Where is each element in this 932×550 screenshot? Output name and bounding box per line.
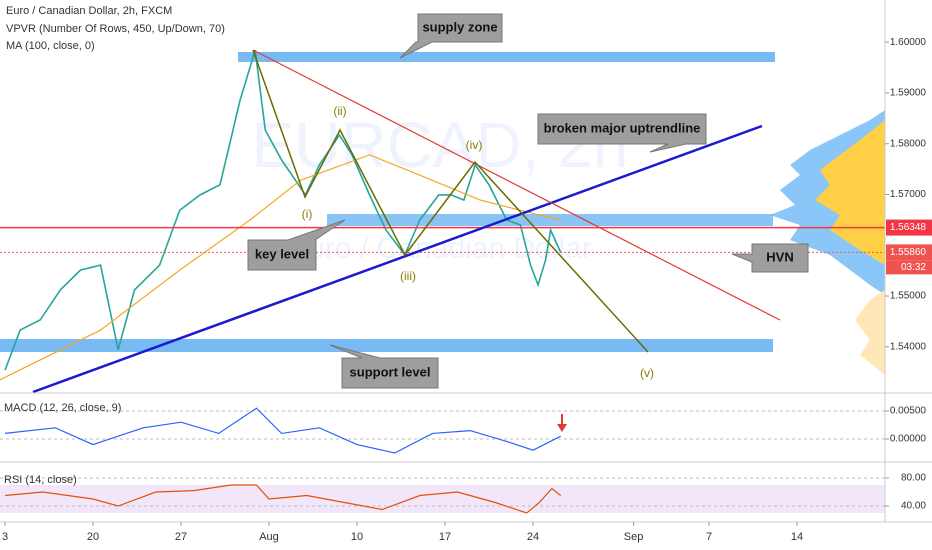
series-line [4,484,562,514]
x-tick-label: 24 [527,531,539,543]
y-tick-label: 1.59000 [890,88,927,99]
watermark: Euro / Canadian Dollar [288,232,592,265]
wave-label: (v) [640,366,654,380]
indicator-label: MA (100, close, 0) [6,40,95,52]
y-tick-label: 1.57000 [890,189,927,200]
key-level-zone [327,214,773,226]
y-tick-label: 40.00 [901,501,926,512]
callout-box [247,219,346,271]
y-tick-label: 1.55000 [890,291,927,302]
x-tick-label: 17 [439,531,451,543]
uptrend-line [32,124,763,394]
annotation: HVN [766,249,793,264]
callout-box [399,13,503,59]
x-tick-label: 3 [2,531,8,543]
x-tick-label: 7 [706,531,712,543]
arrow-head [557,424,567,432]
x-tick-label: Aug [259,531,279,543]
x-tick-label: 14 [791,531,803,543]
elliott-wave [252,49,649,353]
pane-title: MACD (12, 26, close, 9) [4,402,121,414]
wave-label: (ii) [333,104,346,118]
support-zone [0,339,773,352]
supply-zone [238,52,775,62]
series-line [0,154,561,381]
annotation: key level [255,246,309,261]
chart-title: Euro / Canadian Dollar, 2h, FXCM [6,5,172,17]
annotation: broken major uptrendline [544,120,701,135]
callout-box [537,113,707,153]
axis-layer: 3 20 27 Aug 10 17 24 Sep 7 14 1.60000 1.59000 1.5800… [2,37,932,543]
x-tick-label: 10 [351,531,363,543]
y-tick-label: 80.00 [901,473,926,484]
countdown-tag [886,260,932,275]
vp-down [815,120,885,265]
y-tick-label: 1.60000 [890,37,927,48]
x-tick-label: 20 [87,531,99,543]
annotation: supply zone [422,19,497,34]
wave-label: (iii) [400,269,416,283]
pane-title: RSI (14, close) [4,474,77,486]
indicator-label: VPVR (Number Of Rows, 450, Up/Down, 70) [6,23,225,35]
series-line [4,407,561,454]
callout-box [731,243,809,273]
price-tag [886,219,932,236]
pane-background [0,410,885,514]
y-tick-label: 1.54000 [890,341,927,352]
downtrend-line [252,49,781,321]
x-tick-label: Sep [624,531,644,543]
countdown-label: 03:32 [901,262,926,273]
vp-low [855,290,885,375]
price-tag-label: 1.55860 [890,247,927,258]
rsi-band [0,485,885,514]
y-tick-label: 0.00500 [890,406,927,417]
annotation: support level [350,364,431,379]
x-tick-label: 27 [175,531,187,543]
price-tag [886,244,932,261]
wave-label: (i) [302,207,313,221]
price-tag-label: 1.56348 [890,222,927,233]
y-tick-label: 1.58000 [890,138,927,149]
callout-box [329,344,439,389]
wave-label: (iv) [466,138,483,152]
volume-profile [770,110,885,375]
y-tick-label: 0.00000 [890,434,927,445]
